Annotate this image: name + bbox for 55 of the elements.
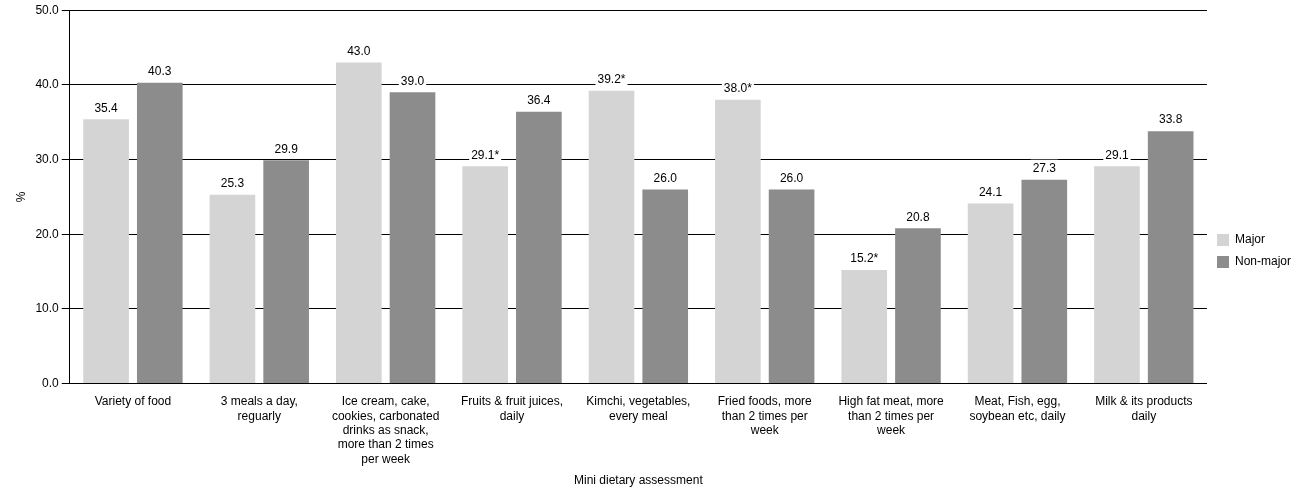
data-label: 27.3: [1032, 161, 1057, 176]
x-tick-label: Ice cream, cake, cookies, carbonated drinks as snack, more than 2 times per week: [331, 394, 440, 466]
bar: [136, 82, 183, 384]
legend-label: Non-major: [1234, 254, 1291, 269]
data-label: 29.9: [274, 141, 299, 156]
bar: [263, 160, 309, 384]
x-tick-label: Variety of food: [94, 394, 172, 409]
y-tick-label: 50.0: [35, 2, 60, 17]
y-tick-label: 0.0: [42, 375, 60, 390]
bar: [1147, 131, 1194, 384]
y-tick-label: 20.0: [35, 226, 60, 241]
legend-label: Major: [1234, 232, 1265, 247]
data-label: 40.3: [148, 63, 172, 78]
data-label: 25.3: [220, 175, 245, 190]
bar: [642, 189, 689, 384]
y-tick-label: 40.0: [35, 77, 60, 92]
bar: [895, 228, 941, 384]
bar: [588, 90, 635, 384]
bar: [516, 111, 562, 384]
bar: [1094, 166, 1140, 384]
x-tick-label: Meat, Fish, egg, soybean etc, daily: [969, 394, 1066, 423]
bar: [209, 194, 256, 384]
y-axis-title: %: [13, 191, 28, 203]
data-label: 26.0: [653, 170, 678, 185]
data-label: 39.0: [400, 73, 425, 88]
data-label: 20.8: [906, 209, 930, 224]
x-tick-label: High fat meat, more than 2 times per week: [838, 394, 945, 437]
bar: [1021, 179, 1068, 384]
y-tick-label: 10.0: [35, 301, 60, 316]
data-label: 36.4: [527, 93, 551, 108]
data-label: 33.8: [1158, 112, 1183, 127]
data-label: 29.1*: [471, 147, 500, 162]
x-tick-label: Kimchi, vegetables, every meal: [586, 394, 691, 423]
bar: [715, 99, 761, 384]
x-tick-label: 3 meals a day, reguarly: [220, 394, 298, 423]
bar: [841, 270, 888, 384]
bar: [83, 119, 129, 384]
data-label: 24.1: [978, 184, 1003, 199]
data-label: 26.0: [779, 170, 804, 185]
data-label: 43.0: [347, 43, 371, 58]
x-tick-label: Milk & its products daily: [1095, 394, 1193, 423]
x-axis-title: Mini dietary assessment: [574, 473, 704, 488]
bar: [768, 189, 815, 384]
data-label: 35.4: [94, 100, 119, 115]
data-label: 39.2*: [597, 72, 626, 87]
x-tick-label: Fried foods, more than 2 times per week: [717, 394, 813, 437]
bar: [389, 92, 436, 384]
data-label: 15.2*: [850, 251, 879, 266]
y-tick-label: 30.0: [35, 151, 60, 166]
bar: [967, 203, 1014, 384]
bar: [462, 166, 508, 384]
bar: [335, 62, 382, 384]
data-label: 38.0*: [723, 81, 753, 96]
x-tick-label: Fruits & fruit juices, daily: [461, 394, 564, 423]
data-label: 29.1: [1105, 147, 1129, 162]
